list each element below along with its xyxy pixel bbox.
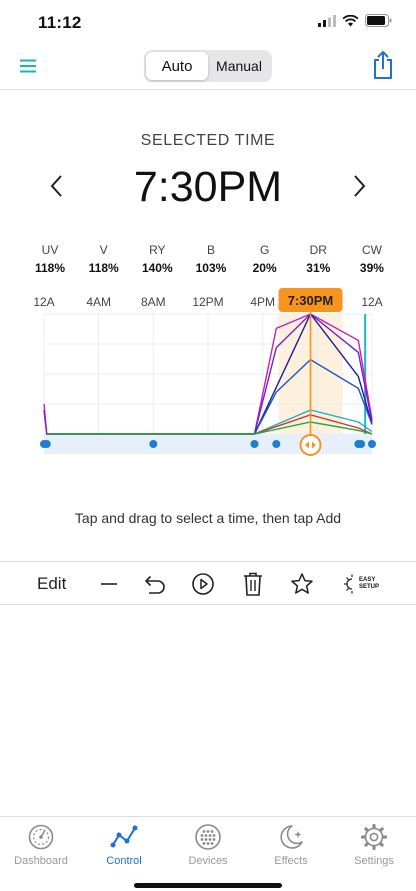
mode-segmented-control: Auto Manual: [144, 50, 272, 82]
x-tick-label: 4AM: [86, 295, 111, 309]
favorite-button[interactable]: [289, 571, 315, 597]
tab-label: Dashboard: [14, 855, 68, 867]
tab-label: Settings: [354, 855, 394, 867]
channel-value: 20%: [252, 261, 277, 275]
x-tick-label: 12A: [33, 295, 54, 309]
effects-icon: [280, 825, 303, 849]
drag-handle: [299, 434, 322, 456]
selected-time-value: 7:30PM: [133, 163, 283, 211]
cellular-signal-icon: [318, 14, 336, 27]
status-time: 11:12: [38, 13, 82, 32]
channel-ry: RY 140%: [135, 243, 179, 277]
tab-label: Devices: [188, 855, 228, 867]
play-circle-icon: [192, 573, 214, 595]
star-icon: [291, 573, 313, 594]
tab-dashboard[interactable]: Dashboard: [6, 823, 76, 867]
undo-icon: [144, 575, 165, 594]
channel-value: 31%: [306, 261, 331, 275]
previous-time-button[interactable]: [43, 170, 71, 202]
status-bar: 11:12: [0, 0, 416, 44]
wifi-icon: [342, 14, 359, 26]
selected-time-label: SELECTED TIME: [140, 132, 276, 149]
home-indicator: [134, 883, 282, 888]
channel-b: B 103%: [189, 243, 233, 277]
channel-g: G 20%: [243, 243, 287, 277]
keyframe-dot: [149, 440, 158, 448]
instruction-text: Tap and drag to select a time, then tap …: [74, 510, 342, 526]
easy-setup-button[interactable]: EASY SETUP: [340, 571, 382, 597]
channel-value: 118%: [88, 261, 119, 275]
menu-icon[interactable]: [18, 56, 38, 76]
tab-label: Control: [106, 855, 142, 867]
channel-dr: DR 31%: [296, 243, 340, 277]
battery-icon: [365, 14, 392, 27]
channel-name: RY: [149, 243, 166, 257]
channel-value: 140%: [141, 261, 173, 275]
channel-value: 103%: [195, 261, 227, 275]
selected-time-badge: [278, 288, 343, 312]
easy-setup-line2: SETUP: [358, 584, 379, 590]
status-icons: [318, 14, 392, 27]
keyframe-dot: [272, 440, 281, 448]
next-time-button[interactable]: [345, 170, 373, 202]
mode-auto-button[interactable]: Auto: [146, 52, 208, 80]
channel-value: 39%: [359, 261, 384, 275]
sun-icon: [343, 574, 353, 594]
edit-toolbar: Edit: [0, 561, 416, 605]
tab-control[interactable]: Control: [89, 823, 159, 867]
drag-handle-right-arrow: [312, 441, 316, 449]
control-icon: [110, 825, 138, 848]
minus-icon: [101, 583, 117, 585]
tab-effects[interactable]: Effects: [256, 823, 326, 867]
channel-name: CW: [361, 243, 382, 257]
tab-settings[interactable]: Settings: [339, 823, 409, 867]
schedule-chart[interactable]: 12A 4AM 8AM 12PM 4PM 12A 7:30PM: [0, 286, 416, 462]
delete-button[interactable]: [240, 571, 266, 597]
x-tick-label: 4PM: [250, 295, 275, 309]
mode-manual-button[interactable]: Manual: [216, 58, 262, 74]
tab-devices[interactable]: Devices: [173, 823, 243, 867]
dashboard-icon: [28, 824, 54, 850]
channel-value: 118%: [34, 261, 66, 275]
channel-name: V: [99, 243, 108, 257]
easy-setup-label: EASY SETUP: [359, 577, 379, 591]
undo-button[interactable]: [142, 571, 168, 597]
keyframe-dot: [250, 440, 259, 448]
x-tick-label: 12PM: [192, 295, 223, 309]
settings-icon: [360, 823, 388, 851]
channel-values: UV 118% V 118% RY 140% B 103% G 20% DR 3…: [28, 243, 394, 277]
selected-time-badge-label: 7:30PM: [288, 293, 334, 308]
share-icon[interactable]: [370, 50, 396, 80]
devices-icon: [195, 824, 221, 850]
trash-icon: [244, 572, 262, 596]
channel-name: DR: [309, 243, 327, 257]
edit-button[interactable]: Edit: [37, 574, 67, 593]
channel-v: V 118%: [82, 243, 126, 277]
remove-button[interactable]: [98, 571, 120, 597]
play-button[interactable]: [190, 571, 216, 597]
keyframe-dot: [368, 440, 376, 448]
easy-setup-line1: EASY: [358, 577, 376, 583]
x-tick-label: 8AM: [141, 295, 166, 309]
channel-uv: UV 118%: [28, 243, 72, 277]
channel-cw: CW 39%: [350, 243, 394, 277]
tab-label: Effects: [274, 855, 308, 867]
channel-name: G: [259, 243, 270, 257]
header: Auto Manual: [0, 44, 416, 90]
keyframe-dot: [357, 440, 366, 448]
keyframe-track: [44, 434, 372, 454]
x-tick-label: 12A: [361, 295, 382, 309]
channel-name: UV: [41, 243, 59, 257]
tab-bar: Dashboard Control Devices Effects: [0, 816, 416, 891]
channel-name: B: [206, 243, 215, 257]
keyframe-dot: [42, 440, 51, 448]
drag-handle-left-arrow: [305, 441, 309, 449]
